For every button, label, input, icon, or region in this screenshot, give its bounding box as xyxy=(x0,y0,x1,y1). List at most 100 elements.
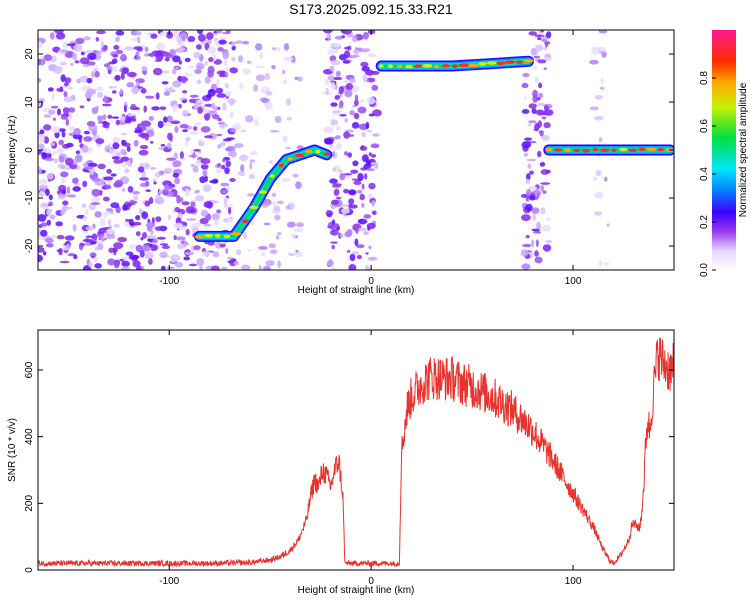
spectrogram-noise-blob xyxy=(38,149,42,155)
spectrogram-noise-blob xyxy=(208,57,214,63)
spectrogram-ridge-peak xyxy=(563,148,572,152)
spectrogram-noise-blob xyxy=(100,40,104,48)
spectrogram-noise-blob xyxy=(176,195,182,204)
spectrogram-noise-blob xyxy=(104,184,112,190)
spectrogram-ridge-peak xyxy=(442,64,450,68)
spectrogram-noise-blob xyxy=(197,151,202,154)
spectrogram-noise-blob xyxy=(123,256,130,261)
spectrogram-noise-blob xyxy=(65,157,74,166)
spectrogram-noise-blob xyxy=(371,84,379,91)
spectrogram-noise-blob xyxy=(533,66,538,70)
spectrogram-noise-blob xyxy=(340,204,351,208)
spectrogram-noise-blob xyxy=(124,168,130,174)
spectrogram-noise-blob xyxy=(330,60,341,66)
spectrogram-noise-blob xyxy=(57,108,61,116)
spectrogram-noise-blob xyxy=(91,189,101,197)
spectrogram-noise-blob xyxy=(372,133,380,137)
spectrogram-noise-blob xyxy=(211,265,220,270)
spectrogram-noise-blob xyxy=(294,76,299,81)
spectrogram-noise-blob xyxy=(159,251,168,259)
spectrogram-noise-blob xyxy=(215,168,223,174)
spectrogram-noise-blob xyxy=(174,206,180,213)
spectrogram-noise-blob xyxy=(230,150,237,158)
spectrogram-noise-blob xyxy=(189,263,197,267)
spectrogram-noise-blob xyxy=(536,221,541,230)
spectrogram-ridge-peak xyxy=(600,148,610,152)
spectrogram-noise-blob xyxy=(123,104,127,113)
spectrogram-noise-blob xyxy=(155,53,164,61)
spectrogram-y-tick-label: 20 xyxy=(24,48,35,60)
spectrogram-ridge-peak xyxy=(505,60,515,64)
spectrogram-noise-blob xyxy=(526,173,531,181)
spectrogram-noise-blob xyxy=(374,164,378,169)
spectrogram-noise-blob xyxy=(348,198,355,205)
spectrogram-noise-blob xyxy=(520,249,529,257)
spectrogram-noise-blob xyxy=(220,182,230,187)
spectrogram-noise-blob xyxy=(539,162,546,167)
spectrogram-noise-blob xyxy=(155,92,160,100)
spectrogram-noise-blob xyxy=(540,185,545,192)
spectrogram-noise-blob xyxy=(157,120,164,129)
snr-series-line xyxy=(38,337,674,568)
spectrogram-noise-blob xyxy=(51,126,60,134)
spectrogram-noise-blob xyxy=(82,64,91,67)
spectrogram-noise-blob xyxy=(325,87,329,96)
spectrogram-noise-blob xyxy=(332,183,342,187)
spectrogram-noise-blob xyxy=(115,119,120,126)
spectrogram-noise-blob xyxy=(150,230,154,235)
spectrogram-noise-blob xyxy=(182,158,186,162)
spectrogram-noise-blob xyxy=(222,158,226,163)
spectrogram-noise-blob xyxy=(148,116,154,121)
colorbar-label: Normalized spectral amplitude xyxy=(738,82,749,217)
spectrogram-noise-blob xyxy=(352,251,359,255)
spectrogram-noise-blob xyxy=(193,126,198,131)
spectrogram-noise-blob xyxy=(225,83,229,89)
spectrogram-noise-blob xyxy=(192,165,199,173)
spectrogram-ridge-peak xyxy=(545,147,553,152)
spectrogram-noise-blob xyxy=(368,182,376,190)
spectrogram-noise-blob xyxy=(120,72,125,80)
spectrogram-noise-blob xyxy=(534,256,543,264)
spectrogram-noise-blob xyxy=(248,173,255,180)
spectrogram-noise-blob xyxy=(249,159,256,163)
spectrogram-noise-blob xyxy=(195,99,204,104)
spectrogram-noise-blob xyxy=(338,104,342,109)
spectrogram-noise-blob xyxy=(202,170,208,177)
spectrogram-noise-blob xyxy=(276,232,282,236)
spectrogram-noise-blob xyxy=(58,128,66,133)
spectrogram-noise-blob xyxy=(111,66,118,73)
spectrogram-noise-blob xyxy=(166,142,172,150)
spectrogram-noise-blob xyxy=(332,167,337,172)
spectrogram-noise-blob xyxy=(126,82,135,88)
spectrogram-noise-blob xyxy=(367,193,373,199)
spectrogram-noise-blob xyxy=(176,36,183,44)
spectrogram-noise-blob xyxy=(41,153,47,157)
spectrogram-noise-blob xyxy=(295,251,303,258)
spectrogram-noise-blob xyxy=(83,136,93,142)
spectrogram-noise-blob xyxy=(66,206,73,210)
spectrogram-noise-blob xyxy=(545,169,551,174)
spectrogram-noise-blob xyxy=(535,44,544,52)
spectrogram-noise-blob xyxy=(130,222,135,227)
spectrogram-noise-blob xyxy=(96,50,103,54)
spectrogram-noise-blob xyxy=(61,205,69,211)
spectrogram-noise-blob xyxy=(101,235,105,243)
spectrogram-noise-blob xyxy=(45,237,54,244)
spectrogram-noise-blob xyxy=(50,105,59,109)
spectrogram-noise-blob xyxy=(229,127,236,133)
spectrogram-noise-blob xyxy=(203,201,213,208)
spectrogram-noise-blob xyxy=(344,50,351,59)
spectrogram-noise-blob xyxy=(179,97,187,101)
spectrogram-noise-blob xyxy=(105,233,113,240)
snr-y-tick-label: 400 xyxy=(24,428,35,445)
spectrogram-noise-blob xyxy=(329,65,335,72)
spectrogram-noise-blob xyxy=(66,186,71,195)
spectrogram-noise-blob xyxy=(65,118,70,126)
spectrogram-noise-blob xyxy=(75,150,80,155)
spectrogram-noise-blob xyxy=(269,160,273,164)
spectrogram-noise-blob xyxy=(214,164,218,168)
spectrogram-noise-blob xyxy=(331,199,339,206)
spectrogram-noise-blob xyxy=(363,214,372,219)
spectrogram-noise-blob xyxy=(140,88,147,94)
